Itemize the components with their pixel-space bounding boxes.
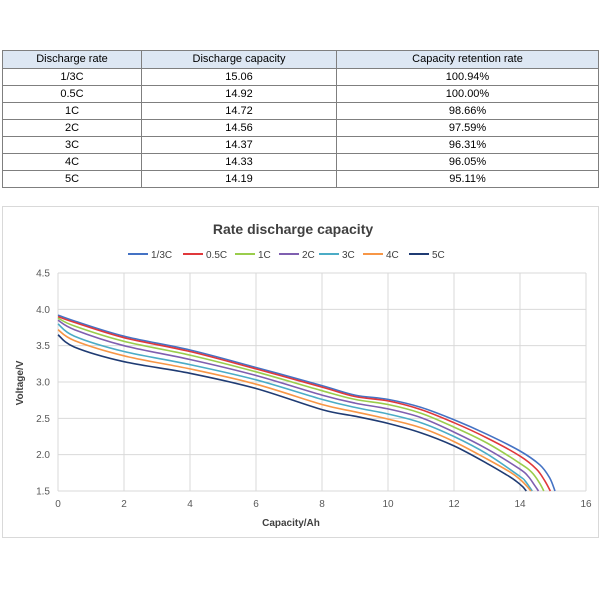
table-row: 0.5C 14.92 100.00% <box>2 85 599 103</box>
header-discharge-rate: Discharge rate <box>2 50 142 69</box>
cell-rate: 1/3C <box>2 68 142 86</box>
series-line-0.5c <box>57 315 552 492</box>
cell-capacity: 14.19 <box>141 170 337 188</box>
cell-rate: 5C <box>2 170 142 188</box>
cell-capacity: 14.33 <box>141 153 337 171</box>
x-tick-label: 8 <box>319 499 325 510</box>
legend-label: 0.5C <box>206 250 227 261</box>
legend-label: 2C <box>302 250 315 261</box>
x-tick-label: 2 <box>121 499 127 510</box>
cell-retention: 96.05% <box>336 153 599 171</box>
table-row: 1/3C 15.06 100.94% <box>2 68 599 86</box>
table-row: 4C 14.33 96.05% <box>2 153 599 171</box>
chart-legend: 1/3C 0.5C 1C 2C 3C 4C 5C <box>128 250 445 261</box>
cell-retention: 95.11% <box>336 170 599 188</box>
cell-capacity: 14.72 <box>141 102 337 120</box>
cell-capacity: 14.56 <box>141 119 337 137</box>
table-row: 2C 14.56 97.59% <box>2 119 599 137</box>
legend-label: 1/3C <box>151 250 172 261</box>
legend-label: 5C <box>432 250 445 261</box>
table-row: 3C 14.37 96.31% <box>2 136 599 154</box>
y-tick-label: 2.0 <box>36 450 50 461</box>
chart-grid <box>57 272 587 492</box>
x-tick-label: 16 <box>580 499 592 510</box>
chart-frame: Rate discharge capacity 1/3C 0.5C 1C 2C 3C 4C… <box>2 206 599 538</box>
y-axis-ticks: 1.5 2.0 2.5 3.0 3.5 4.0 4.5 <box>36 269 50 498</box>
y-tick-label: 3.0 <box>36 378 50 389</box>
legend-label: 1C <box>258 250 271 261</box>
cell-rate: 0.5C <box>2 85 142 103</box>
discharge-table: Discharge rate Discharge capacity Capaci… <box>2 50 599 188</box>
x-tick-label: 4 <box>187 499 193 510</box>
cell-rate: 3C <box>2 136 142 154</box>
y-tick-label: 4.0 <box>36 305 50 316</box>
x-tick-label: 0 <box>55 499 61 510</box>
y-tick-label: 1.5 <box>36 487 50 498</box>
table-row: 1C 14.72 98.66% <box>2 102 599 120</box>
x-tick-label: 12 <box>448 499 460 510</box>
series-line-2c <box>57 319 540 492</box>
cell-capacity: 14.92 <box>141 85 337 103</box>
series-line-3c <box>57 323 533 492</box>
discharge-chart: Rate discharge capacity 1/3C 0.5C 1C 2C 3C 4C… <box>15 221 592 529</box>
y-tick-label: 3.5 <box>36 341 50 352</box>
x-axis-title: Capacity/Ah <box>262 518 320 529</box>
table-row: 5C 14.19 95.11% <box>2 170 599 188</box>
legend-label: 3C <box>342 250 355 261</box>
x-tick-label: 14 <box>514 499 526 510</box>
legend-label: 4C <box>386 250 399 261</box>
x-tick-label: 6 <box>253 499 259 510</box>
cell-retention: 98.66% <box>336 102 599 120</box>
cell-retention: 100.94% <box>336 68 599 86</box>
chart-title: Rate discharge capacity <box>213 221 374 237</box>
series-line-4c <box>57 329 532 492</box>
series-line-1c <box>57 317 545 492</box>
chart-series <box>57 314 556 492</box>
cell-retention: 100.00% <box>336 85 599 103</box>
cell-capacity: 15.06 <box>141 68 337 86</box>
y-tick-label: 4.5 <box>36 269 50 280</box>
x-axis-ticks: 0 2 4 6 8 10 12 14 16 <box>55 499 592 510</box>
y-axis-title: Voltage/V <box>15 360 26 405</box>
cell-rate: 2C <box>2 119 142 137</box>
y-tick-label: 2.5 <box>36 414 50 425</box>
series-line-5c <box>57 334 527 492</box>
header-discharge-capacity: Discharge capacity <box>141 50 337 69</box>
cell-rate: 4C <box>2 153 142 171</box>
cell-retention: 97.59% <box>336 119 599 137</box>
cell-rate: 1C <box>2 102 142 120</box>
header-capacity-retention: Capacity retention rate <box>336 50 599 69</box>
cell-retention: 96.31% <box>336 136 599 154</box>
x-tick-label: 10 <box>382 499 394 510</box>
cell-capacity: 14.37 <box>141 136 337 154</box>
series-line-1-3c <box>57 314 556 492</box>
table-header-row: Discharge rate Discharge capacity Capaci… <box>2 50 599 69</box>
